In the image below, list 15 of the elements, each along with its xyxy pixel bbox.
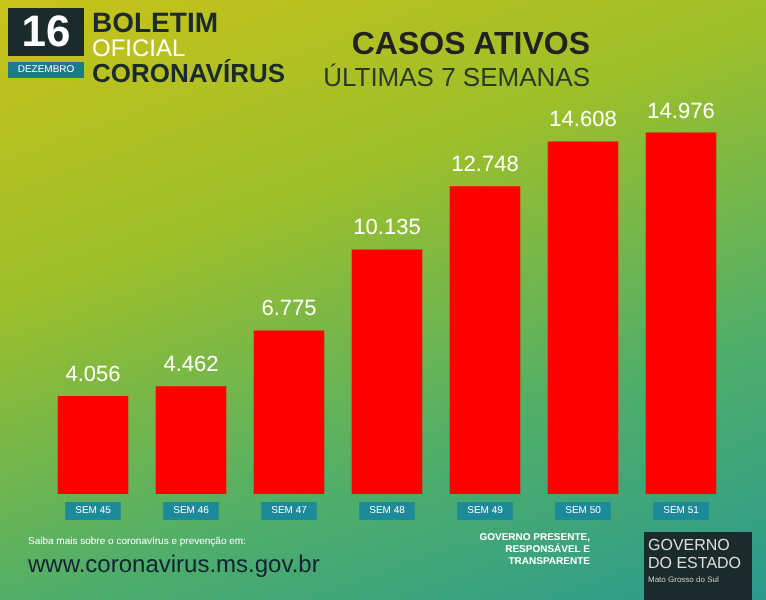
- text: BOLETIM: [92, 6, 218, 38]
- chart-title: CASOS ATIVOS: [351, 28, 590, 63]
- text: GOVERNO DO ESTADO: [648, 536, 742, 572]
- data-label: 4.056: [65, 363, 121, 388]
- data-label: 6.775: [261, 297, 317, 322]
- text: www.coronavirus.ms.gov.br: [28, 550, 320, 578]
- chart-subtitle: ÚLTIMAS 7 SEMANAS: [323, 62, 590, 92]
- text: 16: [8, 6, 84, 56]
- text: OFICIAL: [92, 34, 186, 62]
- data-label: 4.462: [163, 353, 219, 378]
- data-label: 14.976: [647, 99, 715, 124]
- data-label: 14.608: [549, 108, 617, 133]
- text: CORONAVÍRUS: [92, 58, 286, 88]
- data-label: 10.135: [353, 216, 421, 241]
- data-label: 12.748: [451, 153, 519, 178]
